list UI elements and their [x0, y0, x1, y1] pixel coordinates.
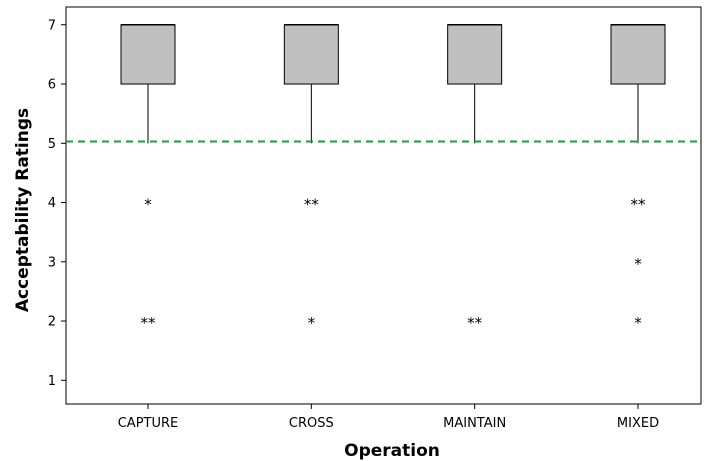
x-tick-label: MIXED — [617, 416, 659, 431]
y-tick-label: 7 — [48, 18, 56, 33]
y-axis: 1 2 3 4 5 6 7 — [48, 18, 66, 389]
y-tick-label: 5 — [48, 137, 56, 152]
x-tick-label: MAINTAIN — [443, 416, 506, 431]
x-tick-label: CAPTURE — [118, 416, 179, 431]
box — [448, 25, 502, 84]
outlier-marker: ** — [304, 196, 320, 214]
outlier-marker: * — [144, 196, 152, 214]
x-axis-title: Operation — [344, 441, 440, 461]
y-tick-label: 4 — [48, 196, 56, 211]
x-axis: CAPTURE CROSS MAINTAIN MIXED — [118, 404, 659, 431]
y-tick-label: 6 — [48, 78, 56, 93]
box — [611, 25, 665, 84]
box — [121, 25, 175, 84]
y-tick-label: 3 — [48, 255, 56, 270]
outliers-layer: ****** ****** — [141, 196, 647, 333]
outlier-marker: ** — [467, 314, 483, 332]
boxes-layer — [121, 25, 665, 144]
y-tick-label: 1 — [48, 374, 56, 389]
outlier-marker: * — [634, 255, 642, 273]
outlier-marker: ** — [141, 314, 157, 332]
box — [284, 25, 338, 84]
y-axis-title: Acceptability Ratings — [13, 108, 33, 312]
outlier-marker: ** — [631, 196, 647, 214]
outlier-marker: * — [634, 314, 642, 332]
x-tick-label: CROSS — [289, 416, 334, 431]
y-tick-label: 2 — [48, 315, 56, 330]
outlier-marker: * — [308, 314, 316, 332]
